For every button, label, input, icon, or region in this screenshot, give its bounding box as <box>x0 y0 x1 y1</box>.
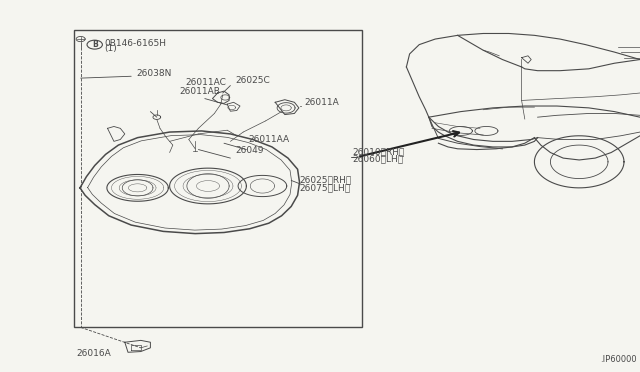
Text: .IP60000: .IP60000 <box>600 355 637 364</box>
Text: 26025〈RH〉: 26025〈RH〉 <box>300 176 352 185</box>
Text: 26025C: 26025C <box>236 76 270 85</box>
Text: 26038N: 26038N <box>136 69 172 78</box>
Text: B: B <box>92 40 97 49</box>
Text: 26016A: 26016A <box>77 349 111 358</box>
Text: 26049: 26049 <box>236 146 264 155</box>
Text: 26011AC: 26011AC <box>186 78 227 87</box>
Text: 26011A: 26011A <box>304 98 339 107</box>
Text: 26010〈RH〉: 26010〈RH〉 <box>352 147 404 156</box>
Bar <box>74 30 362 327</box>
Text: 26011AB: 26011AB <box>179 87 220 96</box>
Text: 26011AA: 26011AA <box>248 135 289 144</box>
Text: 0B146-6165H: 0B146-6165H <box>104 39 166 48</box>
Text: (1): (1) <box>104 44 117 53</box>
Text: 26060〈LH〉: 26060〈LH〉 <box>352 154 403 163</box>
Text: 26075〈LH〉: 26075〈LH〉 <box>300 183 351 192</box>
